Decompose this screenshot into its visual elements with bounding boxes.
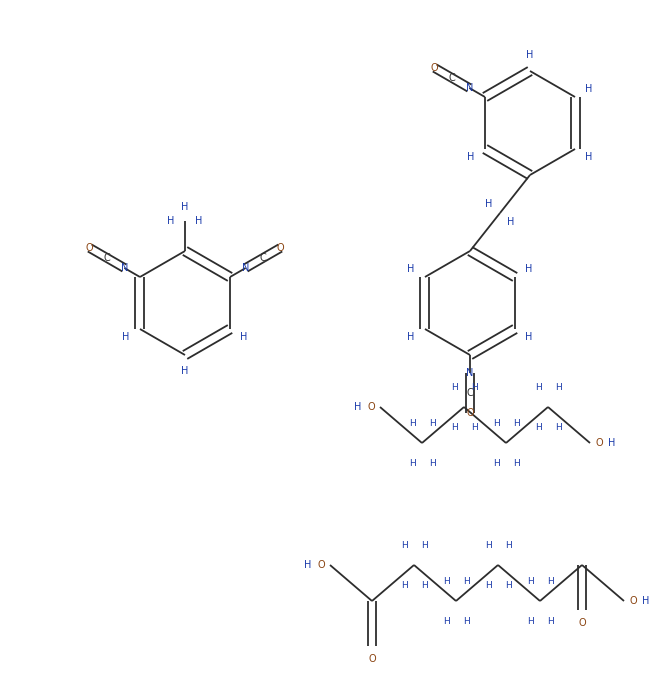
Text: H: H (513, 419, 519, 428)
Text: H: H (525, 332, 532, 342)
Text: H: H (527, 50, 534, 60)
Text: H: H (451, 423, 457, 432)
Text: H: H (407, 264, 415, 274)
Text: O: O (86, 243, 94, 253)
Text: H: H (240, 332, 248, 342)
Text: H: H (525, 264, 532, 274)
Text: H: H (407, 332, 415, 342)
Text: H: H (304, 560, 312, 570)
Text: H: H (401, 581, 407, 590)
Text: H: H (527, 577, 533, 586)
Text: H: H (534, 423, 542, 432)
Text: H: H (513, 459, 519, 468)
Text: H: H (123, 332, 130, 342)
Text: H: H (485, 200, 493, 209)
Text: H: H (463, 577, 469, 586)
Text: O: O (578, 618, 586, 628)
Text: O: O (317, 560, 325, 570)
Text: H: H (534, 383, 542, 392)
Text: H: H (463, 617, 469, 626)
Text: H: H (546, 577, 554, 586)
Text: H: H (471, 383, 477, 392)
Text: C: C (449, 73, 455, 83)
Text: H: H (409, 419, 415, 428)
Text: H: H (420, 581, 428, 590)
Text: H: H (443, 577, 449, 586)
Text: N: N (242, 263, 249, 273)
Text: O: O (431, 63, 438, 73)
Text: H: H (505, 581, 511, 590)
Text: H: H (555, 423, 561, 432)
Text: H: H (471, 423, 477, 432)
Text: H: H (585, 152, 592, 162)
Text: H: H (420, 541, 428, 550)
Text: H: H (443, 617, 449, 626)
Text: N: N (467, 368, 474, 378)
Text: H: H (546, 617, 554, 626)
Text: H: H (505, 541, 511, 550)
Text: C: C (260, 253, 266, 263)
Text: C: C (467, 388, 473, 398)
Text: H: H (493, 459, 500, 468)
Text: H: H (643, 596, 650, 606)
Text: O: O (276, 243, 284, 253)
Text: H: H (467, 152, 474, 162)
Text: N: N (466, 83, 473, 93)
Text: O: O (368, 654, 376, 664)
Text: H: H (181, 366, 188, 376)
Text: H: H (608, 438, 616, 448)
Text: O: O (595, 438, 603, 448)
Text: H: H (195, 216, 203, 226)
Text: O: O (367, 402, 375, 412)
Text: O: O (466, 408, 474, 418)
Text: H: H (484, 541, 492, 550)
Text: H: H (507, 217, 515, 227)
Text: H: H (493, 419, 500, 428)
Text: H: H (428, 419, 436, 428)
Text: H: H (555, 383, 561, 392)
Text: H: H (355, 402, 362, 412)
Text: H: H (527, 617, 533, 626)
Text: C: C (103, 253, 111, 263)
Text: H: H (409, 459, 415, 468)
Text: H: H (428, 459, 436, 468)
Text: H: H (181, 202, 188, 212)
Text: H: H (484, 581, 492, 590)
Text: N: N (121, 263, 128, 273)
Text: O: O (629, 596, 637, 606)
Text: H: H (167, 216, 175, 226)
Text: H: H (401, 541, 407, 550)
Text: H: H (451, 383, 457, 392)
Text: H: H (585, 84, 592, 94)
